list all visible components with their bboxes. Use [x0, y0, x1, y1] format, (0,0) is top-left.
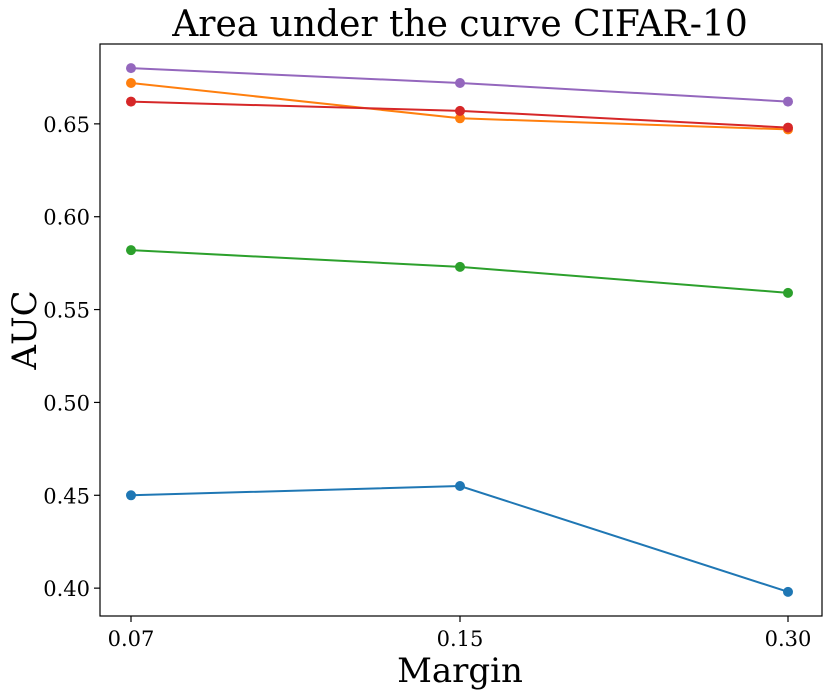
- x-tick-label: 0.07: [108, 627, 155, 651]
- data-point-blue: [455, 481, 465, 491]
- y-tick-label: 0.45: [43, 484, 90, 508]
- chart-title: Area under the curve CIFAR-10: [171, 4, 748, 45]
- y-tick-label: 0.55: [43, 299, 90, 323]
- data-point-green: [455, 261, 465, 272]
- x-tick-label: 0.15: [437, 627, 484, 651]
- x-tick-label: 0.30: [765, 627, 812, 651]
- series-purple: [126, 63, 793, 107]
- y-tick-label: 0.50: [43, 391, 90, 415]
- data-point-purple: [455, 78, 465, 88]
- data-point-purple: [783, 96, 793, 107]
- x-axis-label: Margin: [397, 651, 523, 691]
- data-point-red: [783, 122, 793, 133]
- y-tick-label: 0.65: [43, 113, 90, 137]
- series-green: [126, 245, 793, 298]
- x-axis: 0.07 0.15 0.30: [108, 616, 812, 651]
- data-point-red: [126, 96, 136, 107]
- data-point-red: [455, 105, 465, 116]
- y-tick-label: 0.60: [43, 206, 90, 230]
- series-layer: [126, 63, 793, 597]
- series-line-blue: [130, 484, 789, 593]
- y-axis: 0.40 0.45 0.50 0.55 0.60 0.65: [43, 113, 100, 601]
- plot-frame: [99, 43, 823, 617]
- y-tick-label: 0.40: [43, 577, 90, 601]
- data-point-purple: [126, 63, 136, 74]
- data-point-blue: [126, 490, 136, 501]
- data-point-blue: [783, 586, 793, 597]
- series-red: [126, 96, 793, 133]
- data-point-green: [126, 245, 136, 256]
- series-blue: [126, 481, 793, 597]
- data-point-orange: [126, 78, 136, 88]
- plot-area: [99, 43, 823, 617]
- data-point-orange: [455, 113, 465, 124]
- y-axis-label: AUC: [5, 290, 45, 370]
- data-point-green: [783, 287, 793, 298]
